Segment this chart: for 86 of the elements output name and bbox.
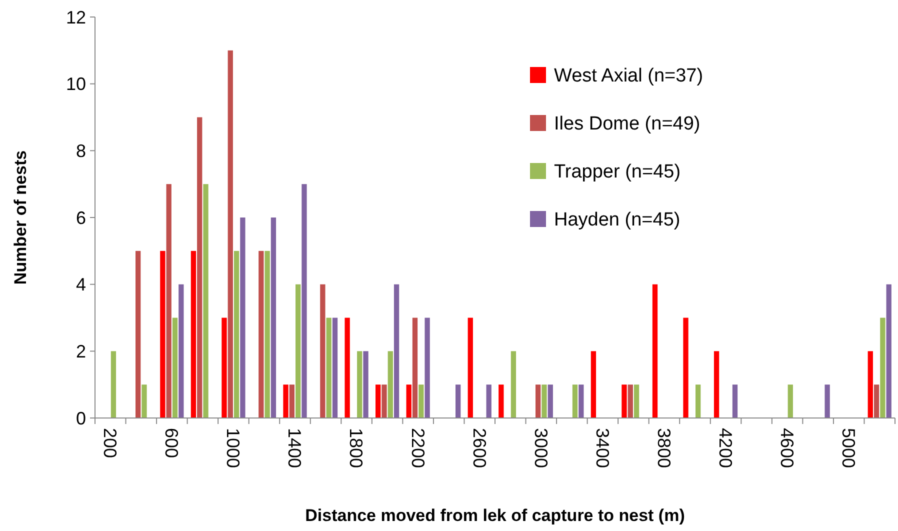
bar: [302, 184, 307, 418]
bar: [498, 384, 504, 418]
bar: [357, 351, 362, 418]
bar: [240, 218, 246, 418]
bar: [683, 318, 688, 418]
bar: [160, 250, 166, 418]
bar: [326, 318, 332, 418]
bar: [136, 250, 141, 418]
bar: [178, 284, 184, 418]
x-tick-label: 5000: [838, 428, 859, 468]
bar: [258, 250, 264, 418]
bar: [412, 318, 418, 418]
y-tick-label: 12: [66, 7, 86, 28]
x-tick-label: 3400: [592, 428, 612, 468]
bar: [142, 384, 147, 418]
bar: [696, 384, 701, 418]
x-tick-label: 3800: [654, 428, 674, 468]
bar: [376, 384, 381, 418]
x-tick-label: 2600: [469, 428, 490, 468]
bar: [418, 384, 424, 418]
bar: [344, 318, 350, 418]
bar: [548, 384, 553, 418]
bar: [110, 351, 116, 418]
x-tick-label: 200: [100, 428, 120, 458]
bar: [824, 384, 830, 418]
x-tick-label: 1000: [223, 428, 244, 468]
bar: [388, 351, 393, 418]
bar: [622, 384, 627, 418]
bar: [880, 318, 886, 418]
x-tick-label: 2200: [408, 428, 428, 468]
bar: [406, 384, 412, 418]
bar: [197, 117, 202, 418]
bar: [788, 384, 793, 418]
bar: [222, 318, 227, 418]
bar: [424, 318, 430, 418]
bar: [868, 351, 873, 418]
bar: [234, 250, 240, 418]
x-tick-label: 1400: [284, 428, 305, 468]
x-tick-label: 3000: [530, 428, 551, 468]
bar: [628, 384, 633, 418]
x-tick-label: 600: [162, 428, 182, 458]
bar: [264, 250, 270, 418]
legend-label: West Axial (n=37): [554, 66, 704, 87]
y-axis-title: Number of nests: [11, 150, 30, 285]
bar: [456, 384, 461, 418]
x-tick-label: 4600: [777, 428, 798, 468]
bar: [510, 351, 516, 418]
bar: [572, 384, 578, 418]
bar: [874, 384, 880, 418]
y-tick-label: 2: [76, 341, 86, 362]
bar: [652, 284, 658, 418]
bar: [363, 351, 368, 418]
bar: [536, 384, 541, 418]
legend-label: Hayden (n=45): [554, 210, 680, 231]
bar: [886, 284, 892, 418]
y-tick-label: 4: [76, 274, 86, 295]
bar: [468, 318, 473, 418]
bar: [732, 384, 738, 418]
bar: [228, 50, 233, 418]
bar: [296, 284, 301, 418]
legend-label: Iles Dome (n=49): [554, 114, 700, 135]
legend-label: Trapper (n=45): [554, 162, 681, 183]
bar: [590, 351, 596, 418]
bar: [578, 384, 584, 418]
y-tick-label: 10: [66, 74, 86, 94]
bar: [486, 384, 492, 418]
x-axis-title: Distance moved from lek of capture to nest (m): [305, 506, 685, 525]
bar: [394, 284, 400, 418]
bar: [332, 318, 338, 418]
bar: [283, 384, 288, 418]
bar: [634, 384, 640, 418]
y-tick-label: 8: [76, 140, 86, 161]
bar: [172, 318, 178, 418]
bar: [320, 284, 326, 418]
bar: [714, 351, 720, 418]
bar: [542, 384, 547, 418]
bar: [190, 250, 196, 418]
bar: [289, 384, 294, 418]
bar: [382, 384, 387, 418]
x-tick-label: 4200: [715, 428, 736, 468]
x-tick-label: 1800: [346, 428, 366, 468]
bar: [270, 218, 276, 418]
y-tick-label: 6: [76, 208, 86, 228]
y-tick-label: 0: [76, 408, 86, 428]
bar: [166, 184, 172, 418]
bar: [203, 184, 208, 418]
